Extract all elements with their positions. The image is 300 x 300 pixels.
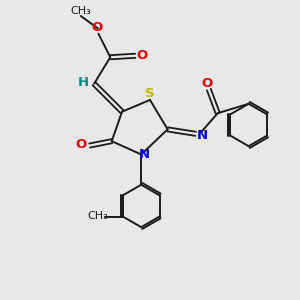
Text: CH₃: CH₃ — [70, 6, 91, 16]
Text: O: O — [76, 139, 87, 152]
Text: CH₃: CH₃ — [87, 211, 108, 221]
Text: O: O — [136, 49, 147, 62]
Text: N: N — [196, 129, 208, 142]
Text: N: N — [139, 148, 150, 161]
Text: S: S — [145, 87, 155, 100]
Text: O: O — [202, 77, 213, 90]
Text: H: H — [77, 76, 88, 89]
Text: O: O — [92, 21, 103, 34]
